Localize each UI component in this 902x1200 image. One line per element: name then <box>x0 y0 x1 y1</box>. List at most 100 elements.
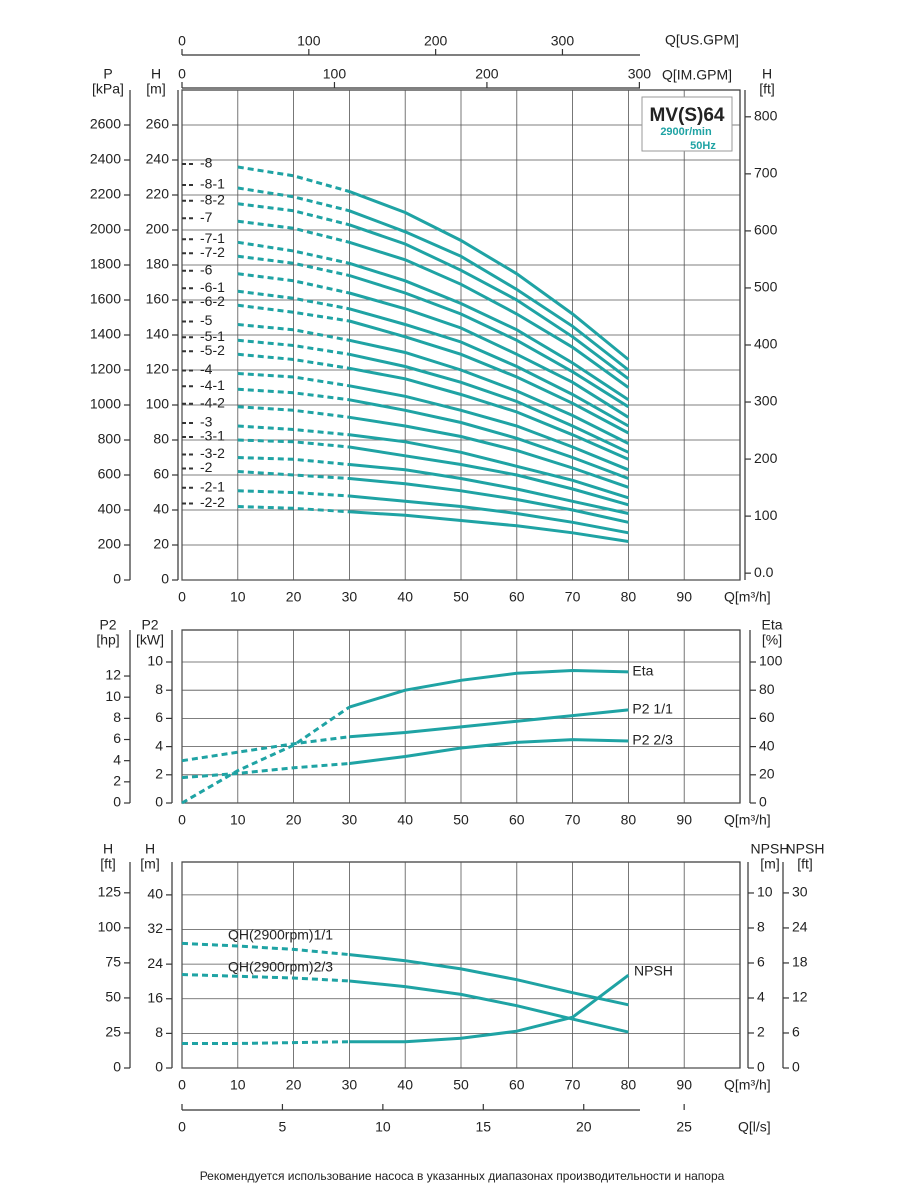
y3-tick-label: 10 <box>105 688 121 704</box>
x-tick-label: 10 <box>230 1077 246 1093</box>
x-tick-label: 50 <box>453 812 469 828</box>
curve-dashed <box>237 254 350 277</box>
y-tick-label: 0 <box>155 794 163 810</box>
y3-tick-label: 2000 <box>90 221 121 237</box>
axis-title: [ft] <box>797 856 813 872</box>
series-label: -3-2 <box>200 445 225 461</box>
y3-tick-label: 2200 <box>90 186 121 202</box>
y3-tick-label: 1800 <box>90 256 121 272</box>
y-tick-label: 140 <box>146 326 170 342</box>
series-label: -6 <box>200 261 213 277</box>
curve-dashed <box>237 470 350 480</box>
curve <box>349 384 629 472</box>
curve <box>348 319 630 435</box>
y-tick-label: 20 <box>153 536 169 552</box>
y3-tick-label: 100 <box>98 919 122 935</box>
curve <box>349 463 629 515</box>
y3-tick-label: 2600 <box>90 116 121 132</box>
curve-dashed <box>181 973 350 983</box>
y3-tick-label: 400 <box>98 501 122 517</box>
x-tick-label: 10 <box>230 812 246 828</box>
series-label: -2-1 <box>200 478 225 494</box>
title-box <box>641 96 733 152</box>
curve <box>349 398 629 480</box>
x-tick-label: 70 <box>565 589 581 605</box>
curve-dashed <box>237 219 350 244</box>
series-label: QH(2900rpm)1/1 <box>228 927 333 943</box>
x-tick-label: 80 <box>621 589 637 605</box>
x2-tick-label: 0 <box>178 66 186 82</box>
y4-tick-label: 6 <box>792 1024 800 1040</box>
y2-tick-label: 6 <box>757 954 765 970</box>
y3-tick-label: 0 <box>113 794 121 810</box>
y2-tick-label: 40 <box>759 737 775 753</box>
x2-tick-label: 20 <box>576 1119 592 1135</box>
x-tick-label: 0 <box>178 589 186 605</box>
x-tick-label: 80 <box>621 1077 637 1093</box>
y2-tick-label: 2 <box>757 1024 765 1040</box>
x-tick-label: 70 <box>565 1077 581 1093</box>
series-label: -5 <box>200 312 213 328</box>
axis-title: P <box>103 66 112 82</box>
y-tick-label: 4 <box>155 737 163 753</box>
y2-tick-label: 600 <box>754 222 778 238</box>
curve-dashed <box>237 372 350 388</box>
y4-tick-label: 0 <box>792 1059 800 1075</box>
curve <box>349 366 630 461</box>
x-tick-label: 0 <box>178 1077 186 1093</box>
axis-title: H <box>145 841 155 857</box>
y-tick-label: 240 <box>146 151 170 167</box>
x2-tick-label: 0 <box>178 1119 186 1135</box>
x-tick-label: 20 <box>286 812 302 828</box>
chart-title: MV(S)64 <box>650 105 725 126</box>
x-tick-label: 40 <box>397 1077 413 1093</box>
speed: 2900r/min <box>660 126 712 138</box>
y4-tick-label: 12 <box>792 989 808 1005</box>
curve-dashed <box>237 165 350 193</box>
curve <box>348 209 630 372</box>
series-label: -7 <box>200 209 213 225</box>
y3-tick-label: 50 <box>105 989 121 1005</box>
series-label: -6-2 <box>200 293 225 309</box>
y2-tick-label: 100 <box>759 653 783 669</box>
curve <box>348 274 630 409</box>
axis-title: NPSH <box>751 841 790 857</box>
curve <box>348 223 630 380</box>
x3-tick-label: 300 <box>551 33 575 49</box>
x-tick-label: 0 <box>178 812 186 828</box>
y3-tick-label: 200 <box>98 536 122 552</box>
curve-dashed <box>237 303 350 323</box>
y-tick-label: 0 <box>161 571 169 587</box>
x2-tick-label: 25 <box>676 1119 692 1135</box>
y3-tick-label: 1400 <box>90 326 121 342</box>
frequency: 50Hz <box>690 140 716 152</box>
curve-dashed <box>237 489 350 498</box>
series-label: -4-1 <box>200 377 225 393</box>
x-tick-label: 20 <box>286 589 302 605</box>
y-tick-label: 180 <box>146 256 170 272</box>
series-label: QH(2900rpm)2/3 <box>228 959 333 975</box>
y3-tick-label: 25 <box>105 1024 121 1040</box>
y2-tick-label: 80 <box>759 681 775 697</box>
curve <box>348 668 629 709</box>
series-label: -3-1 <box>200 428 225 444</box>
curve <box>348 291 630 419</box>
axis-title: NPSH <box>786 841 825 857</box>
series-label: -7-1 <box>200 230 225 246</box>
series-label: -2 <box>200 459 213 475</box>
y3-tick-label: 12 <box>105 667 121 683</box>
curve <box>348 261 630 402</box>
y-tick-label: 6 <box>155 709 163 725</box>
series-label: -3 <box>200 414 213 430</box>
x2-tick-label: 300 <box>628 66 652 82</box>
curve-dashed <box>237 202 350 227</box>
curve-dashed <box>181 762 350 780</box>
curve-dashed <box>237 289 350 311</box>
y-tick-label: 24 <box>147 955 163 971</box>
y2-tick-label: 60 <box>759 709 775 725</box>
axis-title: [m] <box>140 856 159 872</box>
y-tick-label: 8 <box>155 1024 163 1040</box>
y2-tick-label: 0 <box>759 794 767 810</box>
y3-tick-label: 1000 <box>90 396 121 412</box>
